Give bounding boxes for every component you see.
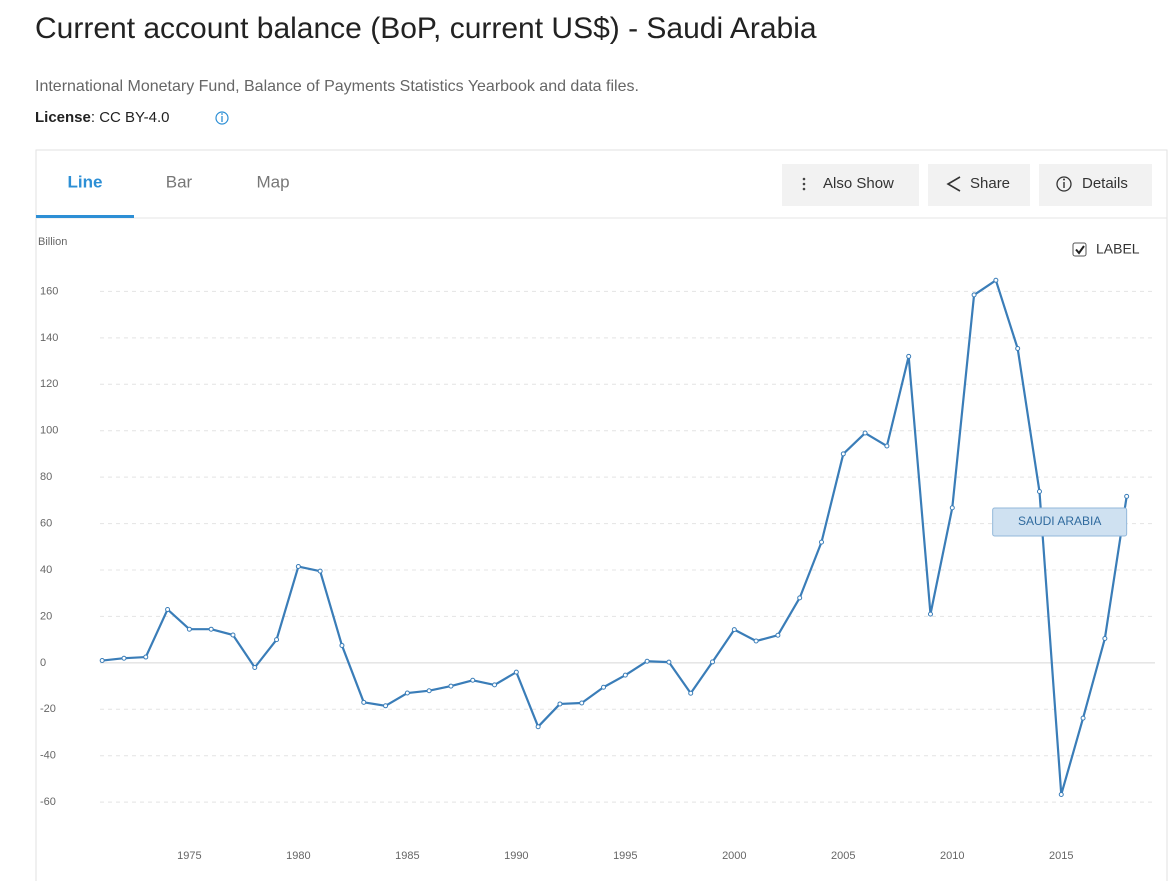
point xyxy=(295,564,301,570)
tab[interactable]: Bar xyxy=(166,172,193,191)
point xyxy=(361,699,367,705)
button-label[interactable]: Also Show xyxy=(823,175,894,192)
x-tick-label: 1985 xyxy=(395,850,419,862)
series-label: SAUDI ARABIA xyxy=(1018,514,1101,528)
point xyxy=(470,677,476,683)
x-tick-label: 1975 xyxy=(177,850,201,862)
point xyxy=(513,669,519,675)
label-toggle[interactable]: LABEL xyxy=(1096,241,1140,257)
point xyxy=(622,672,628,678)
y-tick-label: 60 xyxy=(40,517,52,529)
point xyxy=(1036,489,1042,495)
point xyxy=(448,683,454,689)
y-tick-label: 40 xyxy=(40,564,52,576)
x-tick-label: 1995 xyxy=(613,850,637,862)
point xyxy=(1080,715,1086,721)
button[interactable] xyxy=(928,164,1030,206)
point xyxy=(818,539,824,545)
y-axis-label: Billion xyxy=(38,236,67,248)
point xyxy=(753,638,759,644)
point xyxy=(1102,635,1108,641)
point xyxy=(230,632,236,638)
more-icon xyxy=(802,177,806,191)
point xyxy=(666,659,672,665)
point xyxy=(644,658,650,664)
point xyxy=(906,353,912,359)
point xyxy=(317,568,323,574)
y-tick-label: -60 xyxy=(40,796,56,808)
share-icon xyxy=(946,176,961,192)
point xyxy=(579,700,585,706)
x-tick-label: 2000 xyxy=(722,850,746,862)
button-label[interactable]: Details xyxy=(1082,175,1128,192)
y-tick-label: 20 xyxy=(40,610,52,622)
series-line xyxy=(102,279,1128,796)
x-tick-label: 1990 xyxy=(504,850,528,862)
point xyxy=(165,606,171,612)
license-label: License xyxy=(35,109,91,126)
point xyxy=(404,690,410,696)
x-tick-label: 2010 xyxy=(940,850,964,862)
point xyxy=(884,443,890,449)
y-tick-label: 120 xyxy=(40,378,58,390)
point xyxy=(252,665,258,670)
point xyxy=(840,451,846,457)
point xyxy=(927,611,933,617)
y-tick-label: -40 xyxy=(40,750,56,762)
point xyxy=(1124,493,1130,499)
license-value: : CC BY-4.0 xyxy=(91,109,170,126)
tab[interactable]: Line xyxy=(68,172,103,191)
point xyxy=(949,505,955,511)
point xyxy=(775,632,781,638)
chart-card xyxy=(35,149,1168,881)
point xyxy=(186,626,192,632)
button[interactable] xyxy=(782,164,919,206)
point xyxy=(121,655,127,661)
point xyxy=(426,688,432,694)
details-icon xyxy=(1056,176,1072,192)
button[interactable] xyxy=(1039,164,1152,206)
point xyxy=(208,626,214,632)
info-icon[interactable] xyxy=(215,111,229,125)
point xyxy=(971,292,977,298)
x-tick-label: 1980 xyxy=(286,850,310,862)
y-tick-label: 140 xyxy=(40,332,58,344)
y-tick-label: -20 xyxy=(40,703,56,715)
series-label-box xyxy=(992,507,1128,537)
point xyxy=(601,684,607,690)
plot: -60 -40 -20 0 20 40 60 80 100 120 140 160 1975 1980 19… xyxy=(40,277,1155,862)
point xyxy=(535,724,541,730)
y-tick-label: 0 xyxy=(40,657,46,669)
point xyxy=(1058,791,1064,797)
tab[interactable]: Map xyxy=(256,172,289,191)
x-tick-label: 2005 xyxy=(831,850,855,862)
x-tick-label: 2015 xyxy=(1049,850,1073,862)
point xyxy=(557,701,563,707)
point xyxy=(993,277,999,283)
point xyxy=(688,690,694,696)
page-title: Current account balance (BoP, current US… xyxy=(35,12,817,45)
point xyxy=(143,654,149,660)
tab-underline xyxy=(36,215,134,218)
point xyxy=(731,627,737,633)
y-tick-label: 80 xyxy=(40,471,52,483)
point xyxy=(862,430,868,436)
license: License: CC BY-4.0 xyxy=(35,109,170,126)
point xyxy=(797,595,803,601)
source: International Monetary Fund, Balance of … xyxy=(35,78,639,95)
point xyxy=(1015,346,1021,352)
point xyxy=(492,682,498,688)
label-checkbox[interactable] xyxy=(1072,242,1087,257)
y-tick-label: 160 xyxy=(40,285,58,297)
point xyxy=(710,659,716,665)
point xyxy=(383,703,389,709)
point xyxy=(99,658,105,664)
button-label[interactable]: Share xyxy=(970,175,1010,192)
point xyxy=(339,642,345,648)
point xyxy=(274,637,280,643)
y-tick-label: 100 xyxy=(40,425,58,437)
